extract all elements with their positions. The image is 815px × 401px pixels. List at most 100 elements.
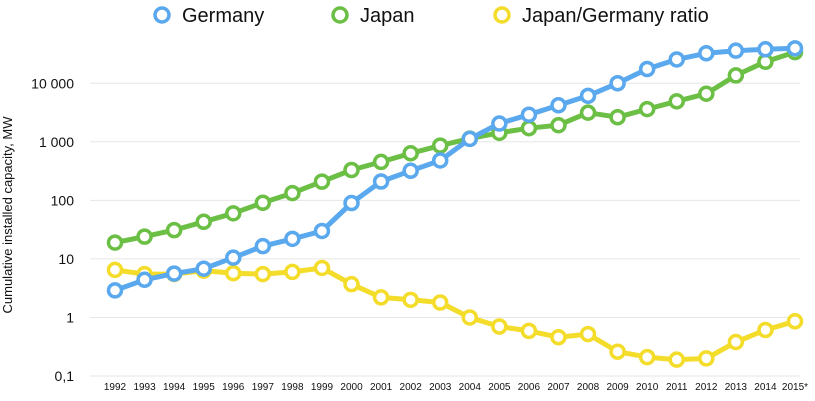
data-point: [402, 145, 419, 162]
data-point: [402, 291, 419, 309]
legend-label: Germany: [182, 5, 264, 27]
x-tick-label: 1999: [311, 382, 334, 393]
y-tick-labels: 0,1 1 10 100 1 000 10 000: [31, 75, 74, 384]
data-point: [136, 271, 153, 289]
data-point: [727, 333, 745, 351]
x-tick-label: 1997: [252, 382, 275, 393]
legend-marker: [153, 6, 171, 24]
data-point: [491, 115, 508, 132]
y-tick-label: 1: [66, 309, 74, 325]
x-tick-label: 2005: [488, 382, 511, 393]
x-tick-labels: 1992 1993 1994 1995 1996 1997 1998 1999 2000 2001…: [104, 382, 808, 393]
data-point: [284, 230, 301, 248]
series-layer: [106, 40, 804, 368]
data-point: [106, 282, 124, 299]
data-point: [313, 173, 331, 190]
legend-label: Japan/Germany ratio: [522, 5, 709, 27]
data-point: [550, 97, 567, 114]
data-point: [491, 318, 508, 335]
y-tick-label: 1 000: [39, 134, 74, 150]
data-point: [668, 51, 685, 68]
x-tick-label: 1995: [193, 382, 216, 393]
data-point: [254, 194, 272, 211]
y-tick-label: 10 000: [31, 75, 74, 91]
y-tick-label: 10: [58, 251, 74, 267]
data-point: [638, 100, 656, 118]
data-point: [195, 260, 212, 277]
data-point: [786, 313, 804, 330]
x-tick-label: 2008: [577, 382, 600, 393]
data-point: [579, 104, 597, 121]
data-point: [343, 161, 360, 179]
x-tick-label: 1992: [104, 382, 127, 393]
data-point: [520, 119, 538, 137]
data-point: [402, 162, 419, 180]
data-point: [106, 261, 124, 279]
grid-layer: [90, 82, 800, 377]
data-point: [165, 221, 183, 239]
x-tick-label: 2011: [666, 382, 688, 393]
data-point: [638, 348, 656, 366]
data-point: [698, 45, 715, 62]
data-point: [431, 152, 449, 169]
x-tick-label: 2006: [518, 382, 541, 393]
data-point: [461, 309, 479, 326]
data-point: [313, 222, 331, 240]
data-point: [727, 42, 745, 59]
data-point: [284, 184, 301, 202]
x-tick-label: 2004: [459, 382, 482, 393]
data-point: [106, 234, 124, 251]
data-point: [195, 213, 212, 231]
legend-marker: [493, 6, 511, 24]
data-point: [579, 325, 597, 343]
data-point: [609, 343, 626, 360]
data-point: [343, 194, 360, 212]
series-line: [112, 265, 798, 363]
data-point: [757, 41, 774, 58]
data-point: [431, 137, 449, 154]
x-tick-label: 1996: [222, 382, 245, 393]
data-point: [284, 263, 301, 281]
legend-label: Japan: [360, 5, 415, 27]
data-point: [609, 75, 626, 92]
x-tick-label: 2002: [400, 382, 423, 393]
data-point: [372, 289, 390, 306]
data-point: [727, 67, 745, 84]
data-point: [698, 85, 715, 102]
y-tick-label: 0,1: [55, 368, 75, 384]
data-point: [579, 87, 597, 105]
data-point: [225, 205, 242, 222]
x-tick-label: 2012: [695, 382, 718, 393]
data-point: [786, 40, 804, 57]
x-tick-label: 2001: [370, 382, 393, 393]
data-point: [461, 130, 479, 148]
legend-item: Germany: [153, 5, 264, 27]
data-point: [638, 60, 656, 78]
x-tick-label: 2014: [754, 382, 777, 393]
data-point: [668, 351, 685, 368]
data-point: [313, 259, 331, 277]
data-point: [136, 228, 153, 245]
x-tick-label: 1994: [163, 382, 186, 393]
data-point: [757, 321, 774, 339]
data-point: [225, 264, 242, 282]
x-tick-label: 2010: [636, 382, 659, 393]
legend: Germany Japan Japan/Germany ratio: [153, 5, 709, 27]
data-point: [668, 93, 685, 110]
legend-item: Japan: [331, 5, 415, 27]
data-point: [254, 237, 272, 255]
legend-item: Japan/Germany ratio: [493, 5, 709, 27]
x-tick-label: 2000: [340, 382, 363, 393]
x-tick-label: 2013: [725, 382, 748, 393]
series-line: [112, 45, 798, 293]
data-point: [609, 108, 626, 126]
data-point: [431, 294, 449, 311]
x-tick-label: 1998: [281, 382, 304, 393]
y-axis-label: Cumulative installed capacity, MW: [0, 116, 15, 314]
data-point: [520, 106, 538, 123]
data-point: [698, 350, 715, 367]
data-point: [520, 322, 538, 340]
data-point: [254, 265, 272, 283]
